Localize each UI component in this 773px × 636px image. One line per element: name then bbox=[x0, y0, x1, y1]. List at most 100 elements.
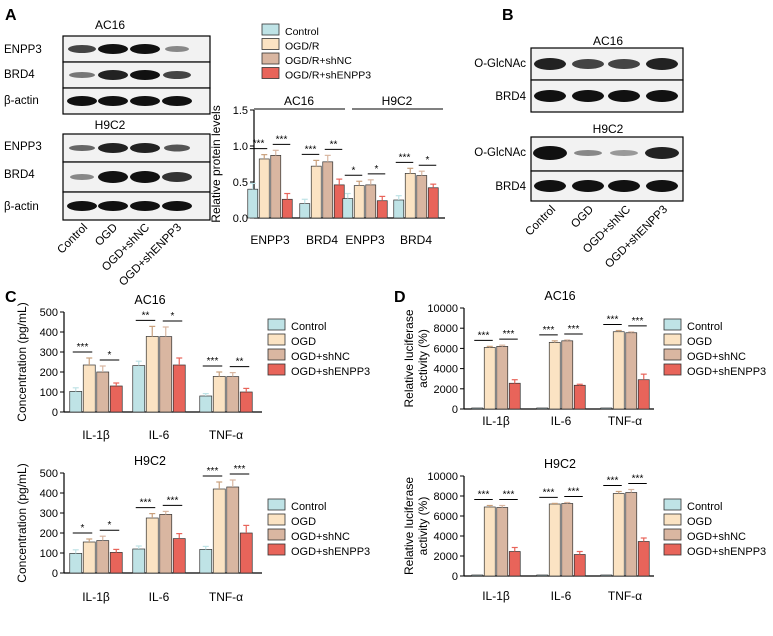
legend-swatch bbox=[267, 318, 286, 331]
legend-label: OGD+shENPP3 bbox=[687, 546, 766, 558]
x-tick-label: IL-1β bbox=[482, 589, 510, 603]
significance-label: *** bbox=[503, 329, 515, 340]
y-tick-label: 0.0 bbox=[233, 213, 248, 225]
protein-band bbox=[572, 90, 604, 102]
legend-label: OGD+shENPP3 bbox=[687, 366, 766, 378]
protein-band bbox=[646, 90, 678, 102]
bar bbox=[226, 486, 240, 574]
blot-b-row-label: O-GlcNAc bbox=[474, 58, 526, 70]
bar bbox=[376, 200, 388, 219]
blot-a-row-label: ENPP3 bbox=[4, 44, 42, 56]
bar bbox=[625, 492, 638, 577]
protein-band bbox=[572, 180, 604, 192]
protein-band bbox=[67, 96, 97, 106]
protein-band bbox=[130, 143, 160, 153]
y-axis-label: Relative luciferaseactivity (%) bbox=[402, 309, 430, 407]
chart-title: H9C2 bbox=[134, 454, 166, 468]
y-tick-label: 500 bbox=[40, 468, 58, 480]
legend-label: OGD bbox=[687, 516, 712, 528]
bar bbox=[600, 407, 613, 410]
legend-label: Control bbox=[687, 501, 722, 513]
bar bbox=[496, 346, 509, 410]
legend-swatch bbox=[663, 543, 682, 556]
bar bbox=[239, 532, 253, 574]
x-tick-label: TNF-α bbox=[608, 589, 642, 603]
panel-label-a: A bbox=[5, 7, 17, 24]
chart-a-relative-protein: 0.0 0.5 1.0 1.5 Relative protein levels ENPP3… bbox=[209, 23, 445, 247]
legend-swatch bbox=[261, 52, 280, 65]
x-tick-label: ENPP3 bbox=[250, 233, 290, 247]
blot-a-lane-label: OGD+shENPP3 bbox=[117, 222, 184, 289]
bar bbox=[536, 574, 549, 577]
y-tick-label: 8000 bbox=[434, 491, 458, 503]
bar bbox=[322, 161, 334, 219]
legend-swatch bbox=[267, 513, 286, 526]
panel-label-b: B bbox=[502, 7, 514, 24]
chart-a-group-headers: AC16 H9C2 bbox=[254, 94, 443, 110]
significance-label: *** bbox=[207, 466, 219, 477]
x-tick-label: IL-1β bbox=[82, 428, 110, 442]
x-tick-label: TNF-α bbox=[209, 428, 243, 442]
protein-band bbox=[646, 58, 678, 70]
blot-b-lane-label: OGD+shENPP3 bbox=[603, 204, 670, 271]
legend-label: OGD/R+shENPP3 bbox=[285, 70, 371, 82]
bar bbox=[69, 553, 83, 574]
protein-band bbox=[533, 146, 567, 160]
x-tick-label: IL-6 bbox=[551, 414, 572, 428]
bar bbox=[612, 331, 625, 410]
legend-swatch bbox=[267, 363, 286, 376]
bar bbox=[299, 203, 311, 219]
y-tick-label: 400 bbox=[40, 327, 58, 339]
x-tick-label: IL-6 bbox=[551, 589, 572, 603]
western-blot-b: AC16 O-GlcNAc BRD4 H9C2 O-GlcNAc BRD4 Co… bbox=[474, 34, 684, 271]
bar bbox=[82, 541, 96, 574]
bar bbox=[342, 198, 354, 219]
y-tick-label: 10000 bbox=[427, 303, 458, 315]
chart-title: AC16 bbox=[544, 289, 575, 303]
panel-label-c: C bbox=[5, 289, 17, 306]
y-tick-label: 6000 bbox=[434, 343, 458, 355]
y-tick-label: 300 bbox=[40, 508, 58, 520]
legend-swatch bbox=[261, 23, 280, 36]
significance-label: *** bbox=[607, 476, 619, 487]
legend-swatch bbox=[663, 348, 682, 361]
x-tick-label: IL-6 bbox=[149, 590, 170, 604]
x-tick-label: TNF-α bbox=[209, 590, 243, 604]
protein-band bbox=[130, 171, 160, 183]
blot-a-row-label: BRD4 bbox=[4, 69, 35, 81]
legend-swatch bbox=[663, 513, 682, 526]
y-tick-label: 300 bbox=[40, 347, 58, 359]
bar bbox=[548, 503, 561, 577]
bar bbox=[416, 175, 428, 219]
significance-label: *** bbox=[207, 356, 219, 367]
protein-band bbox=[162, 172, 192, 182]
protein-band bbox=[68, 45, 96, 53]
legend-label: OGD+shNC bbox=[291, 351, 350, 363]
bar bbox=[508, 551, 521, 577]
y-tick-label: 1.5 bbox=[233, 105, 248, 117]
legend-swatch bbox=[663, 498, 682, 511]
legend-label: Control bbox=[291, 321, 326, 333]
legend-swatch bbox=[267, 528, 286, 541]
bar bbox=[483, 347, 496, 410]
legend-label: Control bbox=[291, 501, 326, 513]
protein-band bbox=[70, 174, 94, 180]
protein-band bbox=[98, 70, 128, 80]
significance-label: *** bbox=[478, 330, 490, 341]
bar bbox=[199, 549, 213, 574]
bar bbox=[69, 391, 83, 413]
protein-band bbox=[162, 201, 192, 211]
bar bbox=[471, 574, 484, 577]
legend-label: OGD bbox=[291, 516, 316, 528]
bar bbox=[471, 407, 484, 410]
protein-band bbox=[69, 145, 95, 151]
y-tick-label: 4000 bbox=[434, 531, 458, 543]
protein-band bbox=[98, 171, 128, 183]
significance-label: *** bbox=[568, 487, 580, 498]
bar bbox=[310, 165, 322, 219]
blot-a-group-title-h9c2: H9C2 bbox=[95, 118, 126, 132]
legend-label: OGD bbox=[687, 336, 712, 348]
x-tick-label: IL-1β bbox=[82, 590, 110, 604]
protein-band bbox=[646, 180, 678, 192]
